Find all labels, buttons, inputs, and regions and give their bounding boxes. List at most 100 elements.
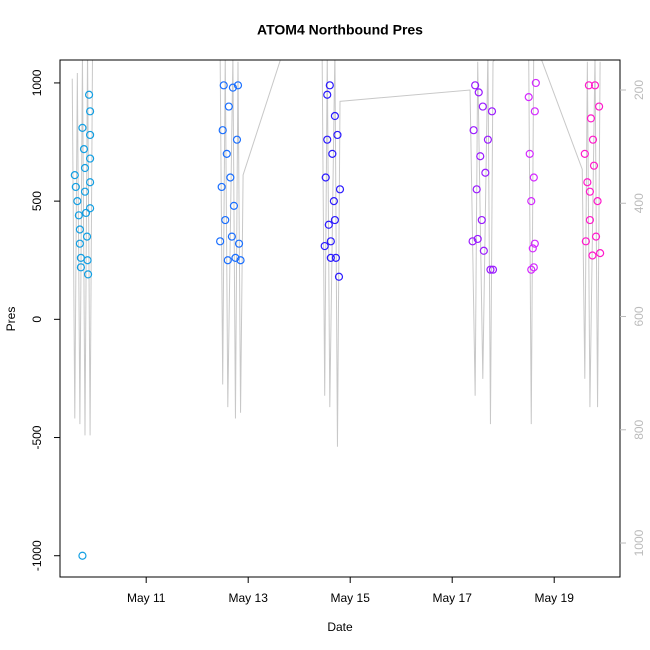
point <box>228 83 237 92</box>
point <box>596 249 605 258</box>
point <box>588 135 598 144</box>
point <box>70 171 79 180</box>
point <box>85 178 95 187</box>
point <box>478 102 487 111</box>
point <box>78 123 87 132</box>
point <box>527 197 536 206</box>
point <box>231 253 240 262</box>
point <box>591 232 601 241</box>
point <box>82 232 92 241</box>
point <box>488 265 498 274</box>
point <box>324 220 333 229</box>
point <box>221 215 230 225</box>
point <box>323 90 332 99</box>
point <box>74 211 83 220</box>
point <box>330 111 339 121</box>
point <box>224 102 233 111</box>
point <box>326 253 335 262</box>
y-axis-label: Pres <box>4 307 18 332</box>
y2-tick-label: 1000 <box>632 529 646 556</box>
point <box>84 90 94 99</box>
point <box>487 107 497 116</box>
point <box>586 114 596 123</box>
point <box>481 168 490 177</box>
point <box>85 107 95 116</box>
point <box>585 215 595 225</box>
point <box>83 270 93 279</box>
point <box>320 241 329 251</box>
point <box>483 135 493 144</box>
point <box>229 201 239 210</box>
point <box>583 178 592 187</box>
point <box>589 161 599 170</box>
y2-tick-label: 800 <box>632 419 646 439</box>
point <box>219 81 228 90</box>
point <box>530 107 539 116</box>
point <box>525 149 534 158</box>
point <box>588 251 597 260</box>
point <box>321 173 330 182</box>
point <box>80 163 90 173</box>
point <box>469 126 478 135</box>
chart-title: ATOM4 Northbound Pres <box>257 22 423 38</box>
point <box>226 173 235 182</box>
y2-tick-label: 400 <box>632 193 646 213</box>
point <box>227 232 236 241</box>
x-tick-label: May 11 <box>127 591 166 605</box>
plot-frame <box>59 59 621 578</box>
y-tick-label: 500 <box>30 191 44 211</box>
point <box>330 215 339 225</box>
point <box>580 149 589 158</box>
point <box>334 272 344 281</box>
y2-tick-label: 600 <box>632 306 646 326</box>
point <box>85 154 95 163</box>
y-tick-label: -500 <box>30 425 44 449</box>
y-tick-label: 0 <box>30 316 44 323</box>
point <box>529 263 538 272</box>
x-tick-label: May 15 <box>331 591 371 605</box>
point <box>234 239 244 248</box>
point <box>581 237 590 246</box>
point <box>236 256 245 265</box>
point <box>473 234 482 244</box>
point <box>333 130 342 140</box>
point <box>83 256 92 265</box>
point <box>527 265 536 274</box>
y2-tick-label: 200 <box>632 80 646 100</box>
point <box>474 88 483 97</box>
point <box>76 263 86 272</box>
point <box>477 215 486 225</box>
point <box>472 185 481 194</box>
point <box>85 130 95 140</box>
point <box>331 253 341 262</box>
point <box>217 182 226 192</box>
point <box>594 102 604 111</box>
profile-line <box>71 60 601 447</box>
point <box>476 152 485 161</box>
point <box>216 237 225 246</box>
plot-area <box>70 60 605 560</box>
point <box>528 244 537 253</box>
point <box>75 239 84 248</box>
point <box>85 204 95 213</box>
point <box>71 182 80 192</box>
y-tick-label: -1000 <box>30 540 44 571</box>
x-tick-label: May 17 <box>433 591 473 605</box>
point <box>590 81 600 90</box>
point <box>78 551 87 560</box>
y-tick-label: 1000 <box>30 69 44 96</box>
point <box>79 145 89 154</box>
point <box>233 81 243 90</box>
x-tick-label: May 19 <box>535 591 575 605</box>
point <box>531 78 540 88</box>
x-axis-label: Date <box>327 620 353 634</box>
point <box>80 187 90 196</box>
point <box>232 135 242 144</box>
point <box>530 239 539 248</box>
point <box>223 256 232 265</box>
point <box>479 246 488 255</box>
point <box>335 185 345 194</box>
point <box>75 225 84 234</box>
point <box>524 93 533 102</box>
